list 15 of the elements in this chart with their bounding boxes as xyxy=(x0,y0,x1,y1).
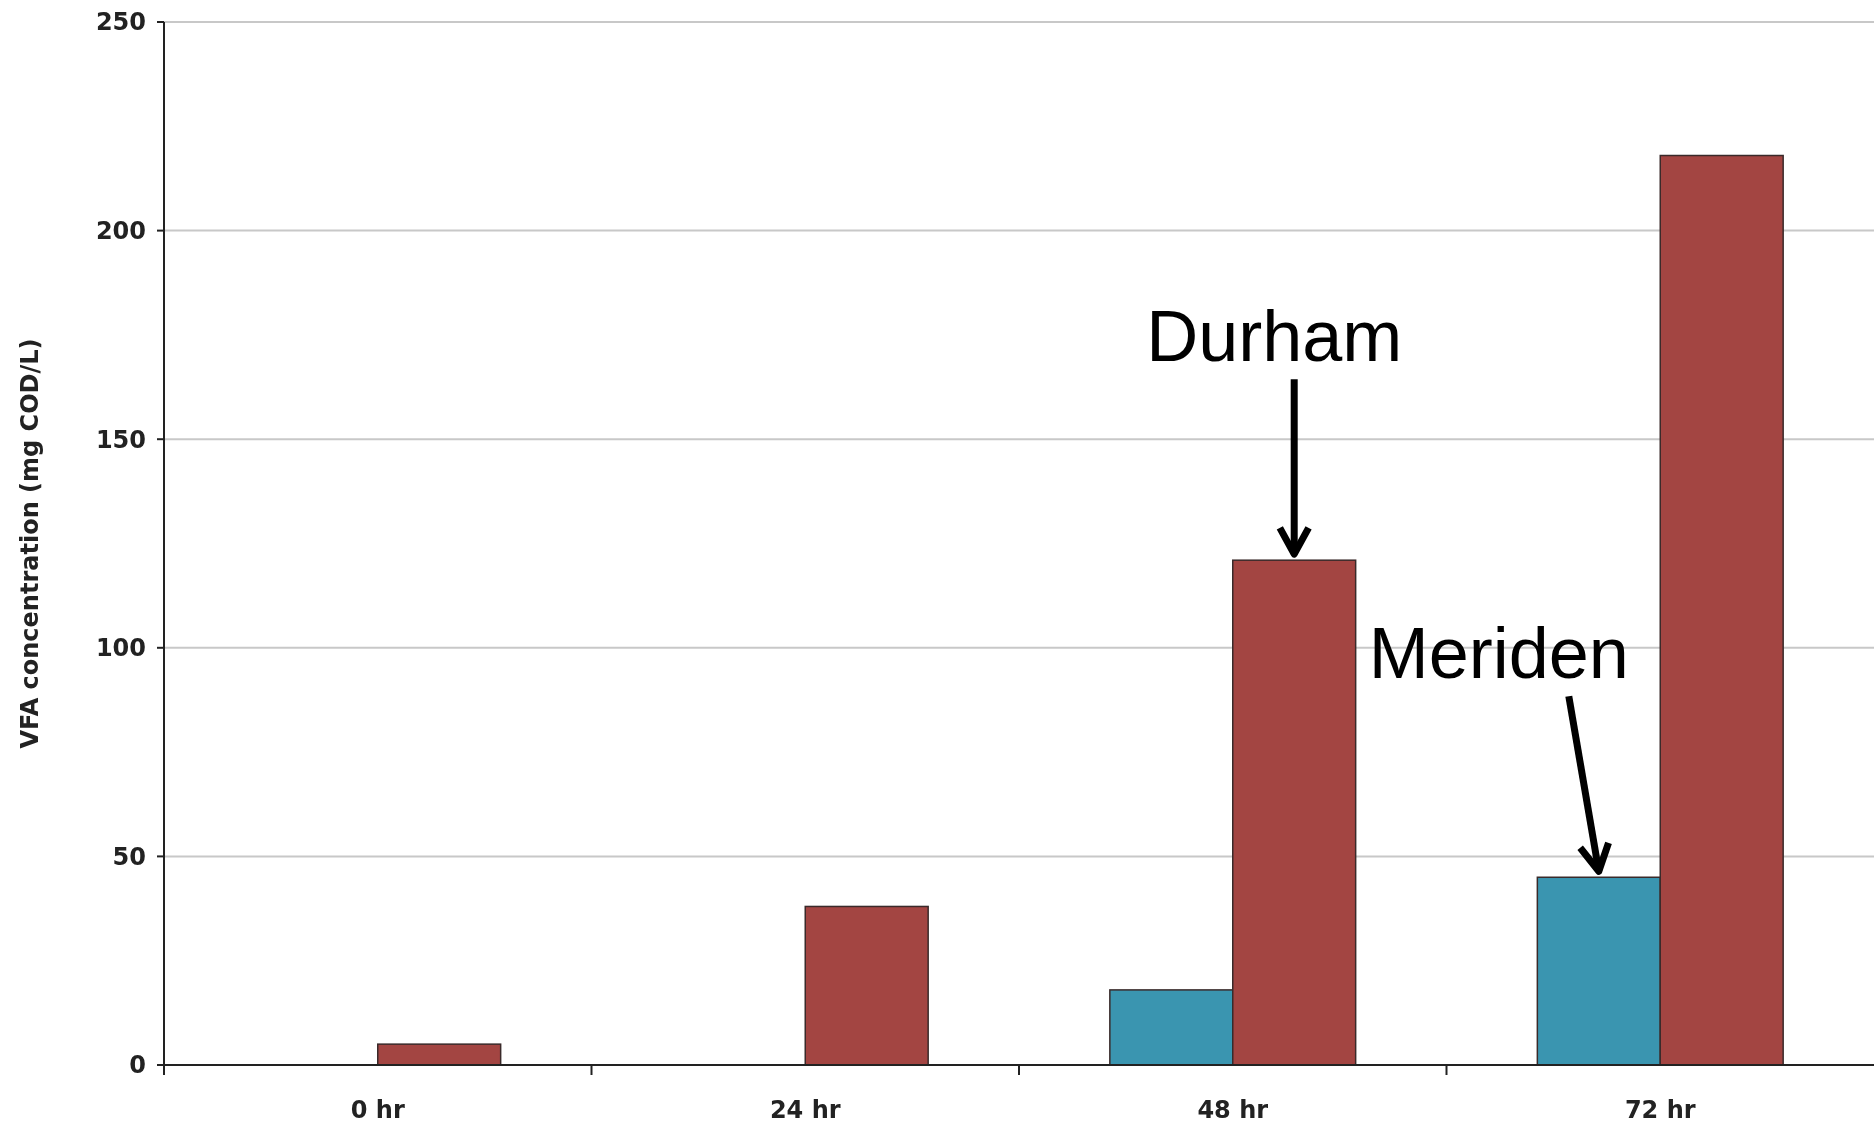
y-tick-label: 0 xyxy=(129,1051,146,1080)
y-tick-label: 250 xyxy=(95,8,146,37)
y-tick-label: 200 xyxy=(95,217,146,245)
x-tick-label: 48 hr xyxy=(1197,1096,1269,1124)
bar xyxy=(804,905,929,1066)
y-tick-label: 100 xyxy=(95,634,146,663)
x-tick-label: 24 hr xyxy=(769,1096,841,1124)
y-tick-label: 50 xyxy=(112,842,146,871)
y-tick-label: 150 xyxy=(95,425,146,454)
annotation: Meriden xyxy=(1368,613,1629,694)
x-tick-label: 72 hr xyxy=(1624,1096,1696,1124)
bar xyxy=(377,1043,502,1066)
y-axis-title: VFA concentration (mg COD/L) xyxy=(16,338,44,749)
x-tick-label: 0 hr xyxy=(350,1096,405,1124)
annotation: Durham xyxy=(1146,296,1403,377)
